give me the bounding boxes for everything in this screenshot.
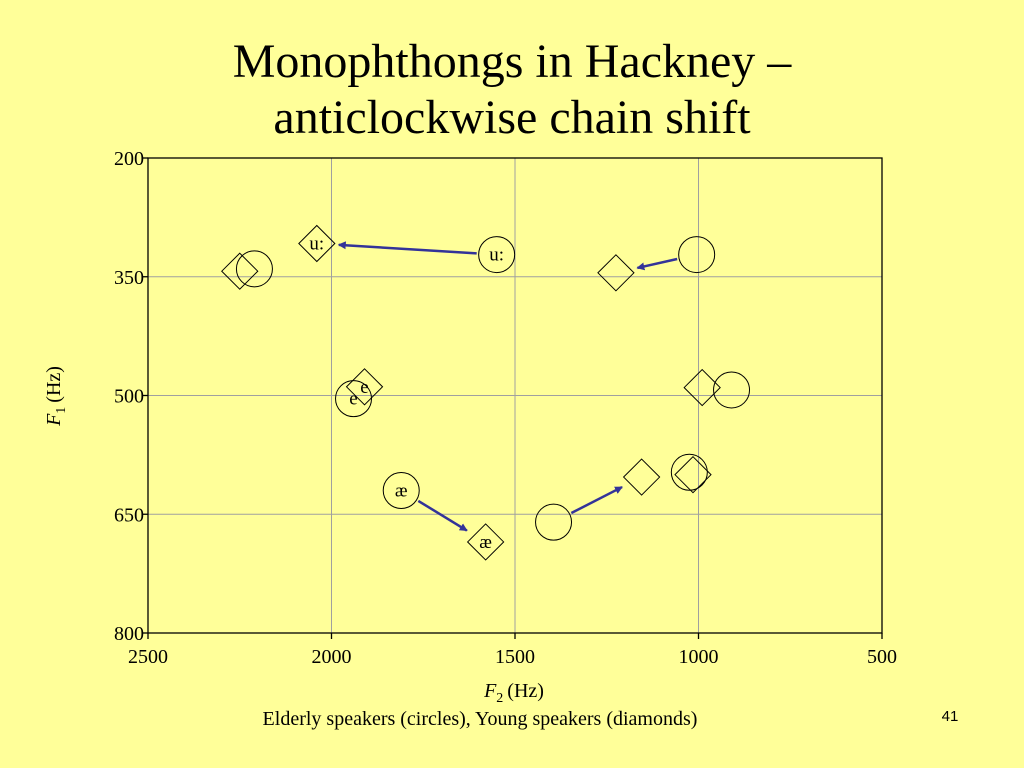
shift-arrows xyxy=(337,241,678,532)
x-tick-label: 1000 xyxy=(679,646,719,668)
y-tick-label: 200 xyxy=(114,148,144,170)
young-diamond-marker xyxy=(298,224,336,263)
young-diamond-marker xyxy=(622,458,661,496)
y-tick-label: 650 xyxy=(114,504,144,526)
chart-caption: Elderly speakers (circles), Young speake… xyxy=(262,708,698,730)
young-diamond-marker xyxy=(345,368,384,406)
young-diamond-marker xyxy=(221,252,259,290)
x-tick-label: 2500 xyxy=(128,646,168,668)
grid-lines xyxy=(148,158,882,633)
vowel-label: e xyxy=(360,377,368,398)
x-axis-label: F2 (Hz) xyxy=(483,680,544,706)
data-markers: u: e æ u: e æ xyxy=(221,224,751,561)
y-axis-label: F1(Hz) xyxy=(43,366,69,427)
vowel-label: æ xyxy=(395,481,408,502)
vowel-label: u: xyxy=(489,245,504,266)
elderly-circle-marker xyxy=(678,236,716,274)
slide-title-line-1: Monophthongs in Hackney – xyxy=(232,35,792,88)
young-diamond-marker xyxy=(674,455,712,494)
axis-ticks: 2500 2000 1500 1000 500 200 350 500 650 800 xyxy=(114,148,897,668)
elderly-circle-marker xyxy=(670,453,708,491)
slide-title-line-2: anticlockwise chain shift xyxy=(273,91,751,144)
young-diamond-marker xyxy=(466,523,505,561)
elderly-circle-marker xyxy=(478,236,516,274)
slide-title: Monophthongs in Hackney – anticlockwise … xyxy=(0,34,1024,146)
slide-number: 41 xyxy=(941,708,959,725)
x-tick-label: 2000 xyxy=(312,646,352,668)
elderly-circle-marker xyxy=(535,503,573,541)
elderly-circle-marker xyxy=(335,380,373,418)
elderly-circle-marker xyxy=(235,250,273,288)
shift-arrow xyxy=(417,499,468,532)
elderly-circle-marker xyxy=(382,472,420,509)
y-tick-label: 500 xyxy=(114,386,144,408)
vowel-label: e xyxy=(349,389,357,410)
x-tick-label: 500 xyxy=(867,646,897,668)
y-tick-label: 800 xyxy=(114,623,144,645)
shift-arrow xyxy=(570,485,623,515)
shift-arrow xyxy=(337,241,477,255)
shift-arrow xyxy=(636,257,678,271)
y-tick-label: 350 xyxy=(114,267,144,289)
young-diamond-marker xyxy=(683,368,721,407)
x-tick-label: 1500 xyxy=(495,646,535,668)
elderly-circle-marker xyxy=(713,371,751,409)
vowel-label: æ xyxy=(479,532,492,553)
vowel-label: u: xyxy=(309,234,324,255)
young-diamond-marker xyxy=(597,254,635,292)
